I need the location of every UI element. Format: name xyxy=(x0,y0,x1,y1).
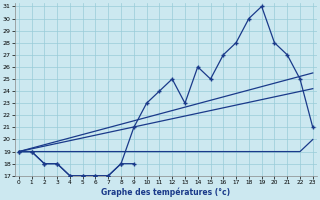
X-axis label: Graphe des températures (°c): Graphe des températures (°c) xyxy=(101,188,230,197)
